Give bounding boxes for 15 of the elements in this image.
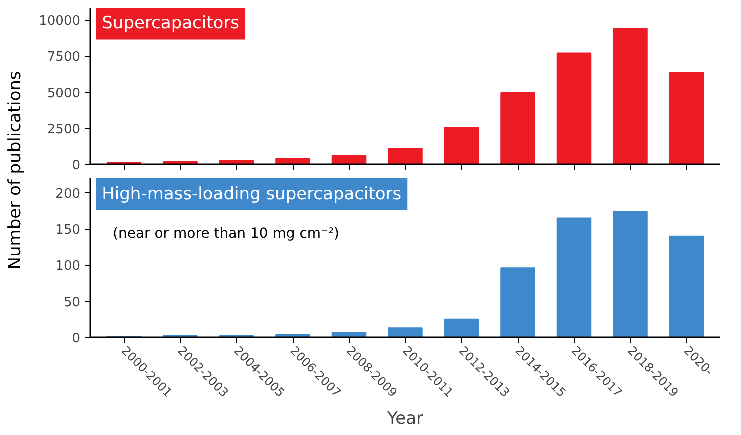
- y-tick-label: 0: [72, 332, 81, 346]
- y-tick-label: 0: [72, 158, 81, 174]
- x-axis-title: Year: [386, 409, 424, 430]
- y-tick-label: 2500: [47, 122, 81, 138]
- y-tick-label: 200: [56, 186, 81, 202]
- y-tick-label: 100: [56, 259, 81, 274]
- annotation: (near or more than 10 mg cm⁻²): [113, 226, 340, 242]
- chart-title: Supercapacitors: [102, 14, 240, 34]
- y-axis-title: Number of publications: [6, 71, 26, 270]
- y-tick-label: 50: [64, 295, 81, 310]
- y-tick-label: 10000: [39, 14, 81, 30]
- y-tick-label: 7500: [47, 50, 81, 66]
- y-tick-label: 5000: [47, 86, 81, 102]
- chart-title: High-mass-loading supercapacitors: [102, 184, 402, 204]
- y-tick-label: 150: [56, 223, 81, 238]
